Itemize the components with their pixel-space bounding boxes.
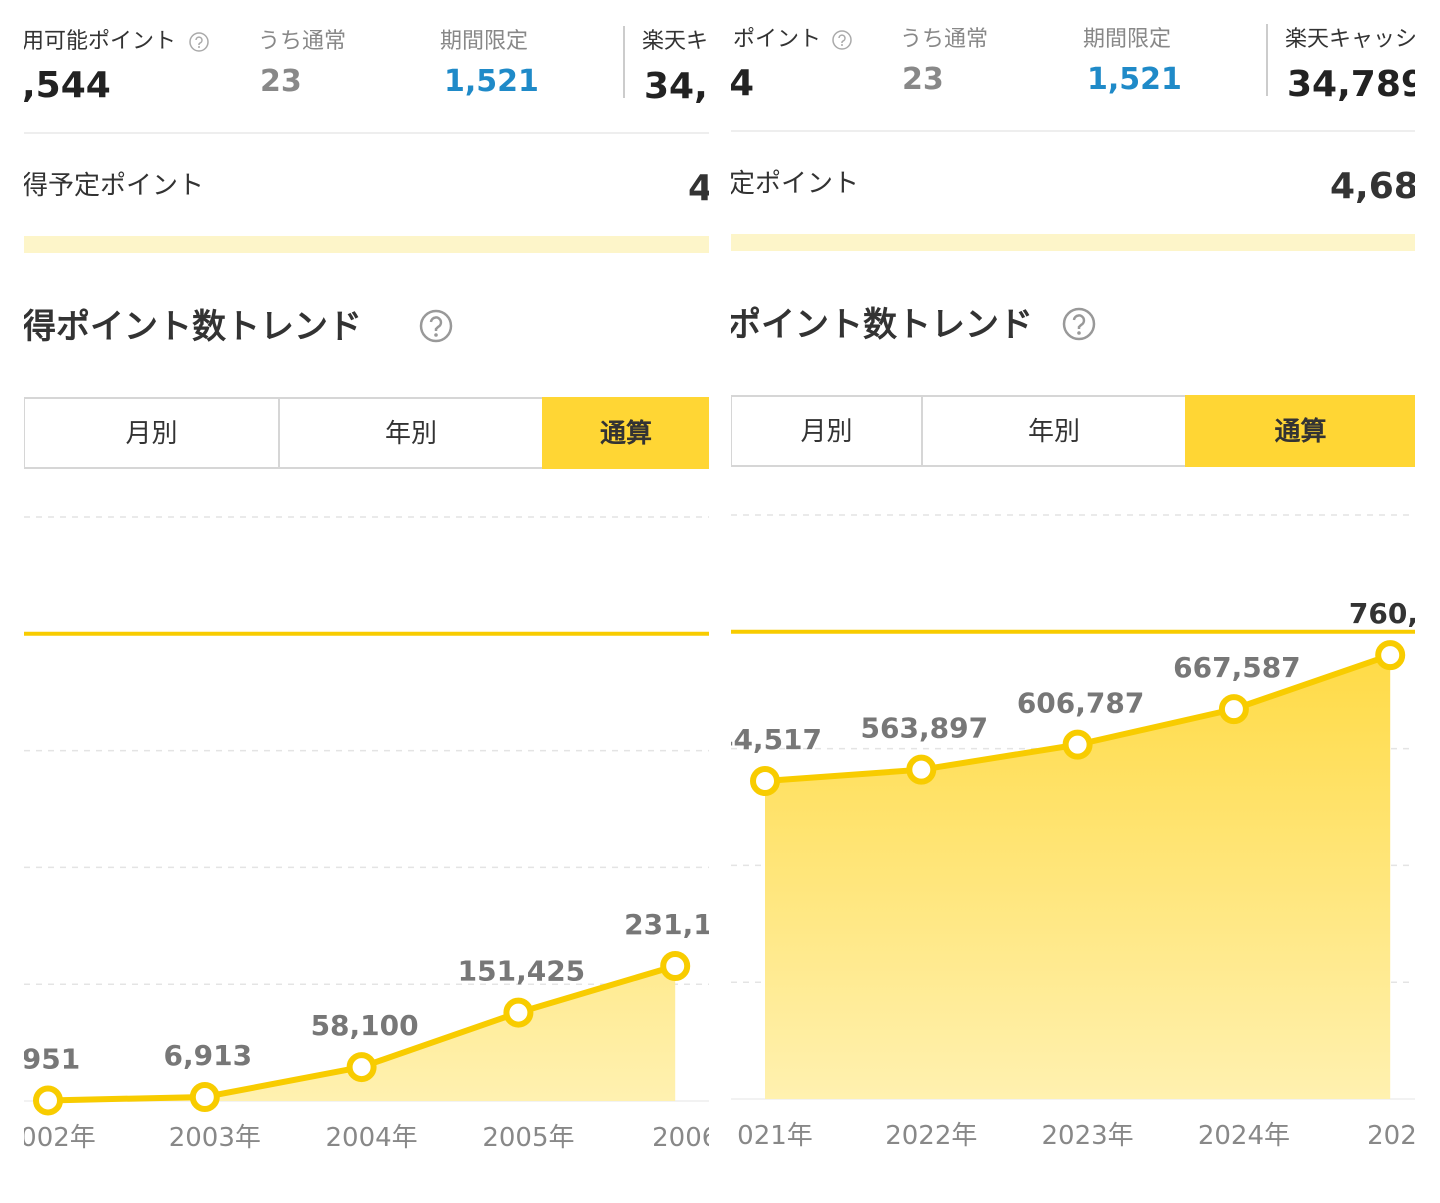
value: 4,68: [1330, 166, 1419, 207]
label: うち通常: [900, 27, 988, 52]
tab-label[interactable]: 月別: [800, 417, 852, 447]
help-icon[interactable]: [189, 32, 209, 52]
value: 4: [729, 63, 754, 104]
value: 34,7: [644, 66, 733, 107]
point: [660, 950, 691, 981]
data-label: 563,897: [861, 712, 989, 745]
point: [33, 1085, 63, 1116]
area: [48, 965, 676, 1101]
point: [750, 766, 780, 797]
x-tick-label: 2004年: [326, 1123, 418, 1153]
tab[interactable]: [24, 397, 280, 469]
x-tick-label: 2022年: [885, 1121, 977, 1151]
value: 1,521: [1087, 62, 1182, 97]
point: [1062, 729, 1093, 760]
x-tick-label: 2023年: [1042, 1121, 1134, 1151]
tab[interactable]: [731, 395, 923, 467]
tab-label[interactable]: 月別: [125, 419, 177, 449]
data-label: 667,587: [1173, 651, 1301, 684]
panel: ポイント 4 うち通常 23 期間限定 1,521 楽天キャッシ 34,789 …: [714, 24, 1438, 1151]
area: [765, 655, 1391, 1099]
label: うち通常: [258, 29, 346, 54]
section-title: ポイント数トレンド: [727, 305, 1033, 345]
x-tick-label: 2005年: [482, 1123, 574, 1153]
section-title: 得ポイント数トレンド: [21, 307, 362, 347]
label: ポイント: [733, 27, 821, 52]
tab-label[interactable]: 年別: [1028, 417, 1080, 447]
x-tick-label: 2003年: [169, 1123, 261, 1153]
data-label: 58,100: [311, 1009, 419, 1042]
band: [24, 236, 709, 253]
point: [346, 1052, 377, 1083]
tab[interactable]: [278, 397, 544, 469]
point: [189, 1081, 220, 1112]
value: ,544: [22, 65, 111, 106]
point: [906, 754, 937, 785]
point: [1218, 694, 1249, 725]
value: 23: [902, 62, 944, 97]
tab[interactable]: [1185, 395, 1415, 467]
value: 4: [688, 168, 713, 209]
help-icon[interactable]: [419, 309, 453, 343]
data-label: 606,787: [1017, 687, 1145, 720]
value: 34,789: [1287, 64, 1426, 105]
value: 1,521: [444, 64, 539, 99]
point: [1375, 640, 1406, 671]
data-label: 951: [22, 1042, 80, 1075]
x-tick-label: 002年: [20, 1123, 96, 1153]
tab-label[interactable]: 通算: [600, 418, 652, 449]
label: 定ポイント: [729, 169, 859, 199]
data-label: 760,0: [1349, 597, 1438, 630]
value: 23: [260, 64, 302, 99]
band: [731, 234, 1415, 251]
label: 用可能ポイント: [22, 29, 176, 54]
data-label: 44,517: [714, 723, 822, 756]
panel: 用可能ポイント ,544 うち通常 23 期間限定 1,521 楽天キ 34,7…: [20, 26, 733, 1153]
x-tick-label: 2024年: [1198, 1121, 1290, 1151]
label: 期間限定: [1083, 27, 1171, 52]
point: [503, 997, 534, 1028]
label: 楽天キ: [642, 29, 708, 54]
tab[interactable]: [921, 395, 1187, 467]
x-tick-label: 2006: [652, 1123, 718, 1153]
label: 楽天キャッシ: [1285, 27, 1417, 52]
label: 得予定ポイント: [22, 171, 204, 201]
x-tick-label: 2025: [1367, 1121, 1433, 1151]
help-icon[interactable]: [1062, 307, 1096, 341]
data-label: 6,913: [164, 1039, 253, 1072]
tab-label[interactable]: 通算: [1274, 416, 1326, 447]
label: 期間限定: [440, 29, 528, 54]
data-label: 231,17: [624, 908, 732, 941]
help-icon[interactable]: [832, 30, 852, 50]
tab[interactable]: [542, 397, 709, 469]
tab-label[interactable]: 年別: [385, 419, 437, 449]
x-tick-label: 021年: [737, 1121, 813, 1151]
data-label: 151,425: [458, 955, 586, 988]
